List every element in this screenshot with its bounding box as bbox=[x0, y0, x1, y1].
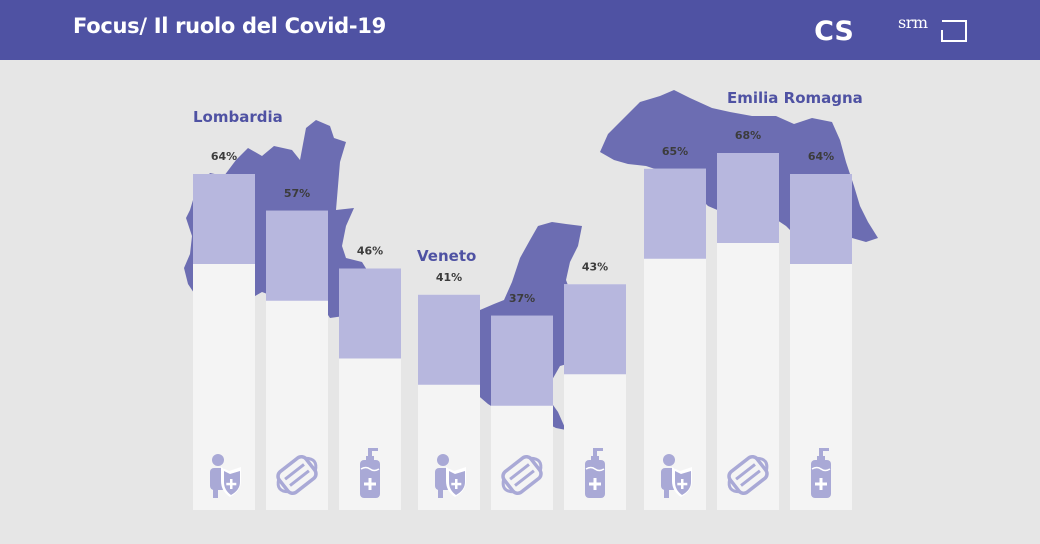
region-labels: Lombardia Veneto Emilia Romagna bbox=[193, 89, 863, 265]
bar-emilia-romagna-2 bbox=[717, 153, 779, 243]
hand-sanitizer-icon bbox=[811, 448, 831, 498]
value-labels: 64% 57% 46% 41% 37% 43% 65% 68% 64% bbox=[211, 129, 834, 305]
bar-veneto-2 bbox=[491, 315, 553, 406]
page-title: Focus/ Il ruolo del Covid-19 bbox=[73, 14, 386, 38]
column-icons bbox=[210, 448, 831, 498]
bar-lombardia-1 bbox=[193, 174, 255, 264]
value-label-emilia-romagna-2: 68% bbox=[735, 129, 761, 142]
srm-logo: srm bbox=[898, 13, 970, 45]
region-label-lombardia: Lombardia bbox=[193, 108, 283, 126]
hand-sanitizer-icon bbox=[585, 448, 605, 498]
value-label-veneto-3: 43% bbox=[582, 260, 608, 273]
face-mask-icon bbox=[501, 454, 543, 496]
worker-shield-icon bbox=[210, 454, 241, 498]
value-label-veneto-2: 37% bbox=[509, 292, 535, 305]
worker-shield-icon bbox=[435, 454, 466, 498]
face-mask-icon bbox=[276, 454, 318, 496]
srm-logo-box bbox=[941, 20, 967, 42]
cs-logo: CS bbox=[814, 16, 854, 44]
bar-lombardia-2 bbox=[266, 210, 328, 301]
value-label-veneto-1: 41% bbox=[436, 271, 462, 284]
header-bar: Focus/ Il ruolo del Covid-19 CS srm bbox=[0, 0, 1040, 60]
bar-emilia-romagna-3 bbox=[790, 174, 852, 264]
value-label-emilia-romagna-1: 65% bbox=[662, 145, 688, 158]
cs-logo-text: CS bbox=[814, 16, 854, 44]
bar-lombardia-3 bbox=[339, 268, 401, 359]
value-label-lombardia-1: 64% bbox=[211, 150, 237, 163]
bar-veneto-1 bbox=[418, 294, 480, 385]
value-label-lombardia-3: 46% bbox=[357, 245, 383, 258]
hand-sanitizer-icon bbox=[360, 448, 380, 498]
srm-logo-text: srm bbox=[898, 13, 928, 32]
face-mask-icon bbox=[727, 454, 769, 496]
region-label-veneto: Veneto bbox=[417, 247, 476, 265]
bar-veneto-3 bbox=[564, 284, 626, 375]
region-label-emilia-romagna: Emilia Romagna bbox=[727, 89, 863, 107]
value-label-emilia-romagna-3: 64% bbox=[808, 150, 834, 163]
chart: 64% 57% 46% 41% 37% 43% 65% 68% 64% Lombardia Ven… bbox=[184, 89, 878, 510]
value-label-lombardia-2: 57% bbox=[284, 187, 310, 200]
bar-emilia-romagna-1 bbox=[644, 168, 706, 259]
bar-columns bbox=[193, 153, 852, 510]
worker-shield-icon bbox=[661, 454, 692, 498]
